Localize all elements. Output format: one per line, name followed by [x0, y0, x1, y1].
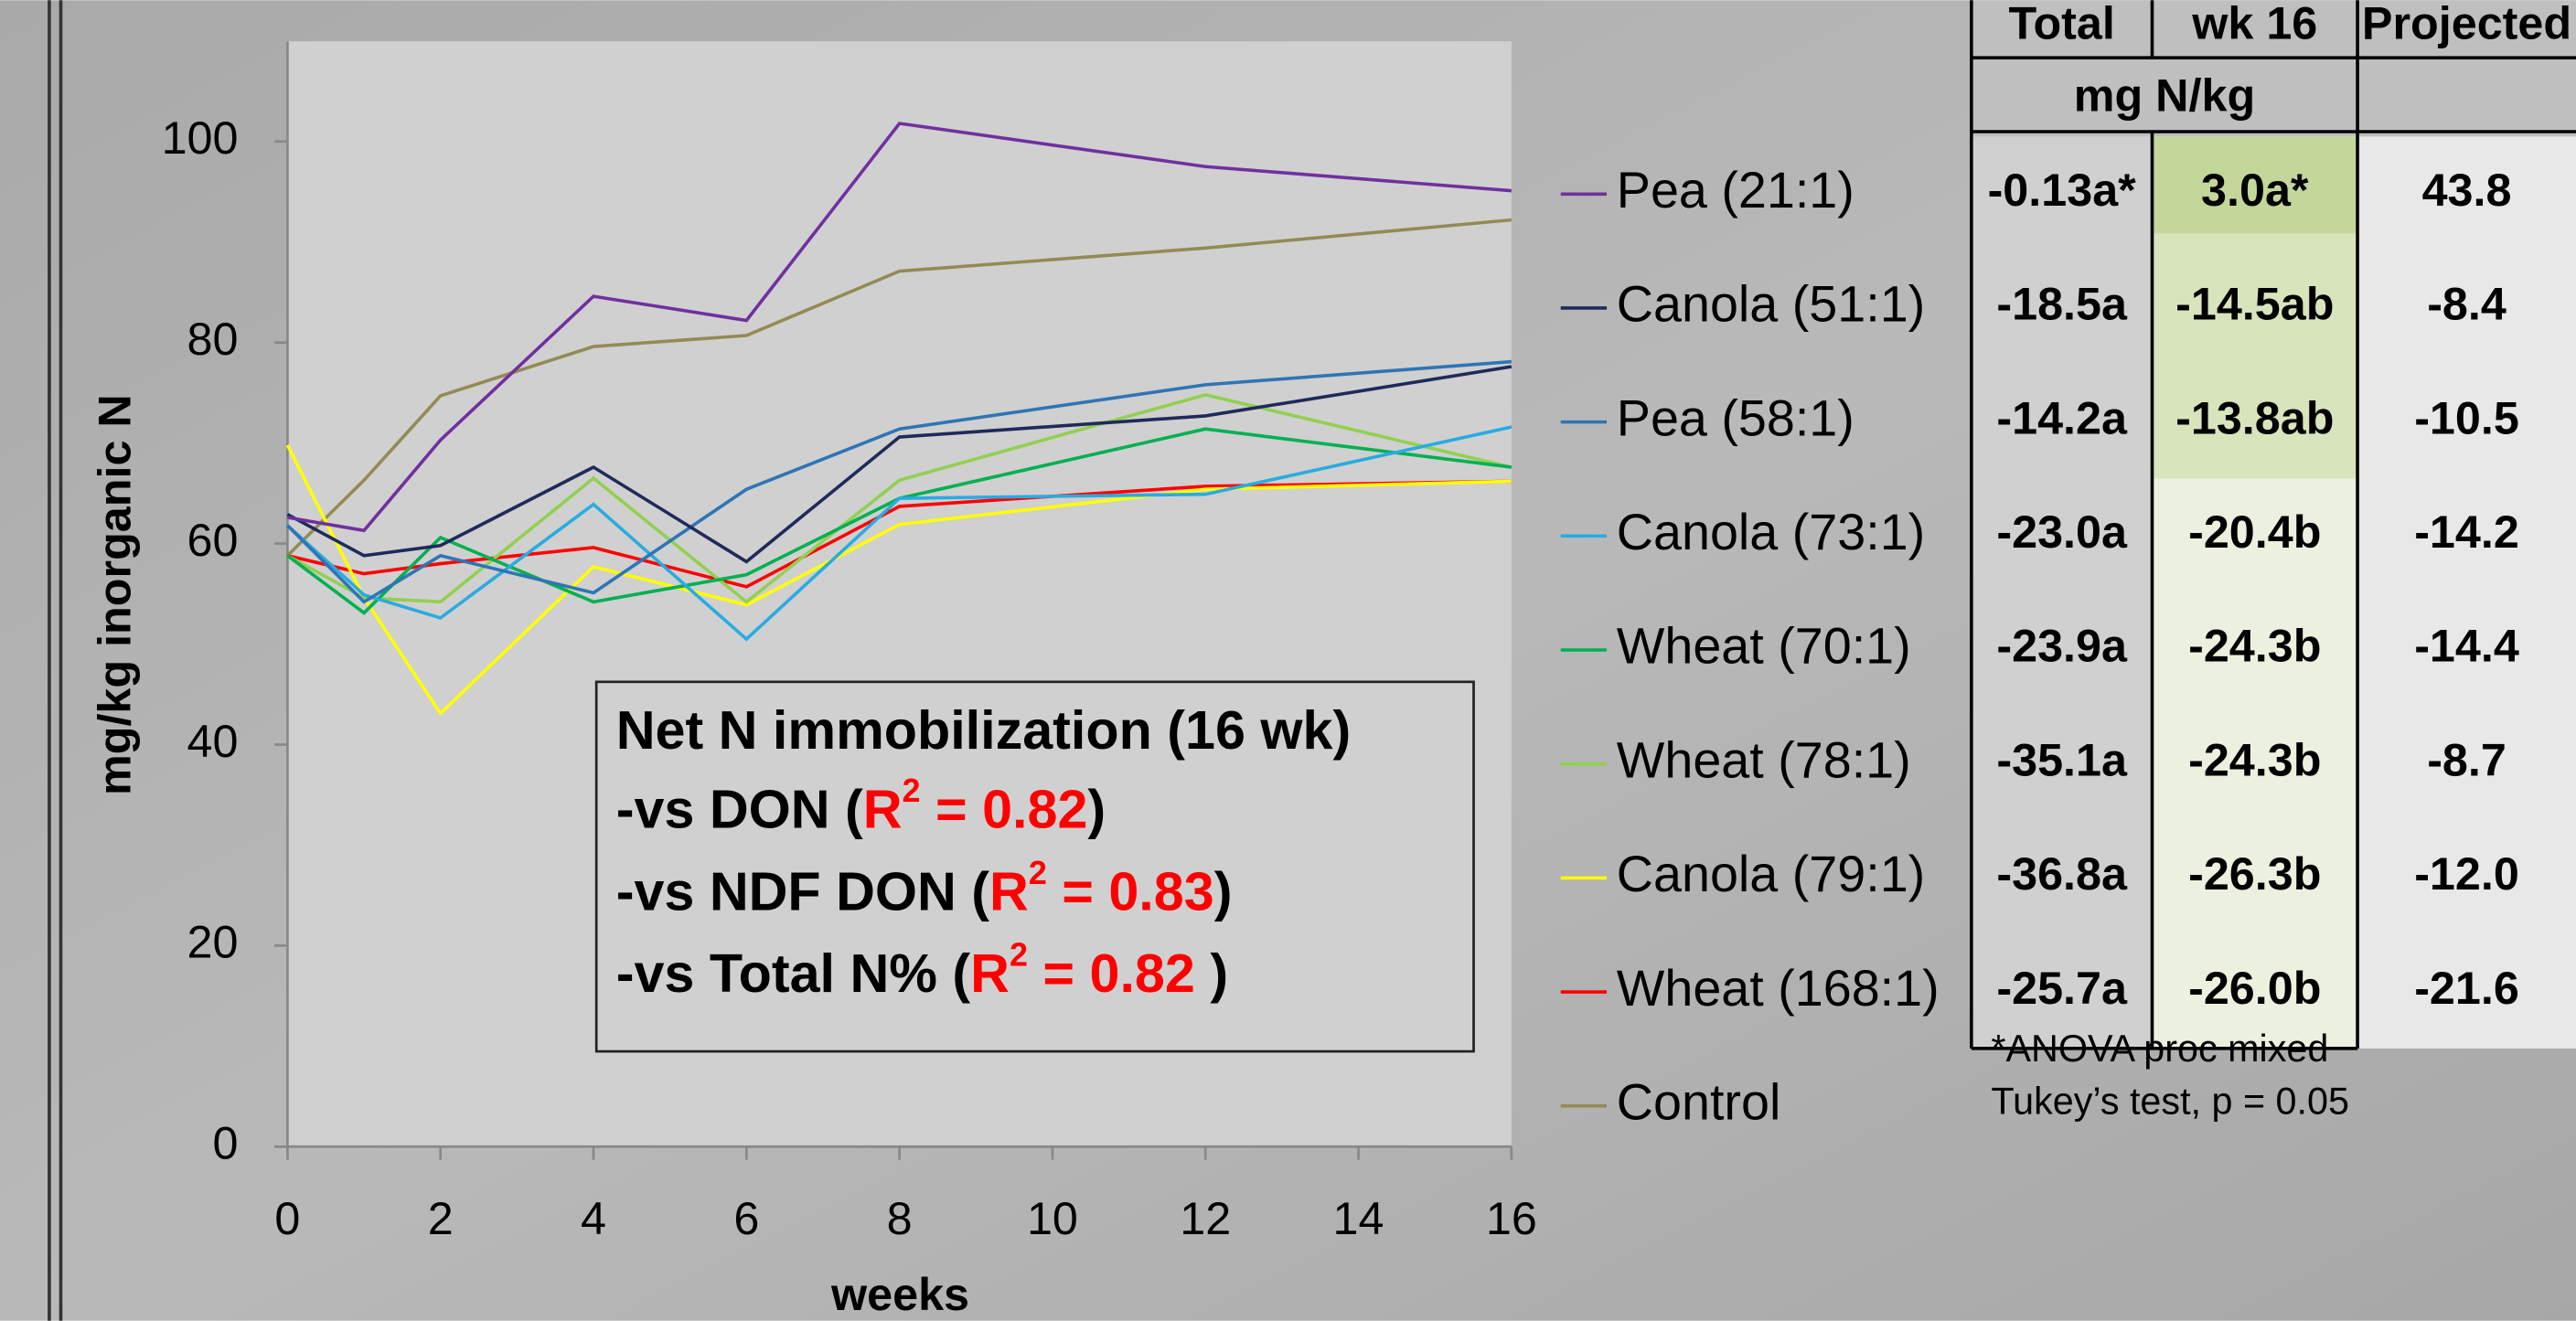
y-tick-label: 20	[187, 916, 239, 968]
plot-area	[287, 41, 1512, 1147]
annotation-suffix: )	[1087, 778, 1106, 839]
table-cell: -20.4b	[2188, 506, 2321, 558]
table-cell: 43.8	[2422, 164, 2512, 216]
legend-label: Canola (73:1)	[1617, 504, 1925, 560]
x-axis-label: weeks	[830, 1268, 969, 1320]
annotation-line: -vs NDF DON (R2 = 0.83)	[616, 854, 1233, 922]
cell-bg	[1971, 136, 2153, 1049]
table-cell: -14.2a	[1996, 391, 2128, 443]
x-tick-label: 8	[887, 1192, 913, 1244]
table: Total wk 16 Projected mg N/kg -0.13a* 3.0a* 43…	[1970, 0, 2576, 1122]
annotation-stat: R	[863, 778, 903, 839]
annotation-sup: 2	[1010, 936, 1028, 974]
legend-label: Wheat (168:1)	[1617, 960, 1940, 1017]
legend-label: Pea (58:1)	[1617, 389, 1855, 446]
annotation-sup: 2	[1029, 854, 1047, 891]
legend-label: Canola (79:1)	[1617, 846, 1925, 902]
table-header: wk 16	[2191, 0, 2317, 48]
annotation-sup: 2	[903, 772, 921, 810]
y-axis-label: mg/kg inorganic N	[89, 394, 141, 795]
x-tick-label: 6	[733, 1192, 759, 1244]
annotation-value: = 0.82	[1028, 943, 1210, 1004]
annotation-value: = 0.82	[921, 778, 1088, 839]
annotation-suffix: )	[1214, 860, 1233, 922]
annotation-value: = 0.83	[1047, 860, 1214, 922]
cell-bg	[2357, 136, 2576, 1049]
cell-bg	[2152, 136, 2358, 234]
annotation-prefix: -vs DON (	[616, 778, 863, 839]
data-line	[286, 365, 1512, 564]
data-line	[286, 359, 1512, 604]
x-tick-label: 16	[1486, 1192, 1537, 1244]
table-cell: -26.0b	[2188, 962, 2321, 1014]
annotation-suffix: )	[1210, 943, 1228, 1004]
x-tick-label: 2	[428, 1192, 454, 1244]
x-tick-label: 12	[1180, 1192, 1231, 1244]
data-line	[286, 218, 1512, 558]
table-cell: -8.4	[2427, 278, 2507, 330]
table-cell: -21.6	[2414, 962, 2519, 1014]
table-cell: -18.5a	[1996, 278, 2128, 330]
footnote: *ANOVA proc mixed	[1991, 1028, 2328, 1070]
table-cell: -35.1a	[1996, 733, 2128, 785]
table-header: Projected	[2362, 0, 2571, 48]
annotation-box	[594, 680, 1475, 1053]
table-cell: -23.9a	[1996, 620, 2128, 672]
table-cell: -25.7a	[1996, 962, 2128, 1014]
data-line	[287, 122, 1512, 533]
legend-label: Wheat (78:1)	[1617, 731, 1911, 788]
table-unit: mg N/kg	[2074, 69, 2255, 121]
annotation-stat: R	[970, 943, 1010, 1004]
table-cell: -0.13a*	[1988, 164, 2137, 216]
annotation-title: Net N immobilization (16 wk)	[616, 699, 1351, 761]
table-cell: -36.8a	[1996, 847, 2128, 900]
annotation-line: -vs Total N% (R2 = 0.82 )	[616, 936, 1228, 1004]
annotation-prefix: -vs Total N% (	[616, 943, 971, 1004]
annotation-line: -vs DON (R2 = 0.82)	[616, 772, 1106, 840]
table-cell: -8.7	[2427, 733, 2507, 785]
x-tick-label: 10	[1027, 1192, 1078, 1244]
legend-label: Control	[1617, 1073, 1781, 1130]
table-cell: -23.0a	[1996, 506, 2128, 558]
table-cell: -24.3b	[2188, 620, 2321, 672]
table-header: Total	[2008, 0, 2114, 48]
y-tick-label: 100	[162, 112, 239, 164]
table-cell: -14.5ab	[2175, 278, 2334, 330]
table-cell: -26.3b	[2188, 847, 2321, 900]
table-cell: 3.0a*	[2201, 164, 2309, 216]
table-cell: -24.3b	[2188, 733, 2321, 785]
x-tick-label: 4	[581, 1192, 606, 1244]
legend-label: Canola (51:1)	[1617, 276, 1925, 333]
data-line	[286, 479, 1512, 589]
legend-label: Wheat (70:1)	[1617, 618, 1911, 675]
y-tick-label: 80	[187, 313, 239, 365]
annotation-prefix: -vs NDF DON (	[616, 860, 990, 922]
x-tick-label: 0	[274, 1192, 300, 1244]
y-tick-label: 0	[213, 1117, 239, 1169]
footnote: Tukey’s test, p = 0.05	[1991, 1080, 2349, 1122]
annotation-stat: R	[989, 860, 1029, 922]
data-line	[286, 425, 1512, 642]
table-cell: -13.8ab	[2175, 391, 2334, 443]
table-cell: -14.4	[2414, 620, 2519, 672]
table-cell: -10.5	[2414, 391, 2519, 443]
table-cell: -14.2	[2414, 506, 2519, 558]
y-tick-label: 40	[187, 715, 239, 767]
x-tick-label: 14	[1333, 1192, 1384, 1244]
legend-label: Pea (21:1)	[1617, 162, 1855, 218]
y-tick-label: 60	[187, 514, 239, 566]
table-cell: -12.0	[2414, 847, 2519, 900]
